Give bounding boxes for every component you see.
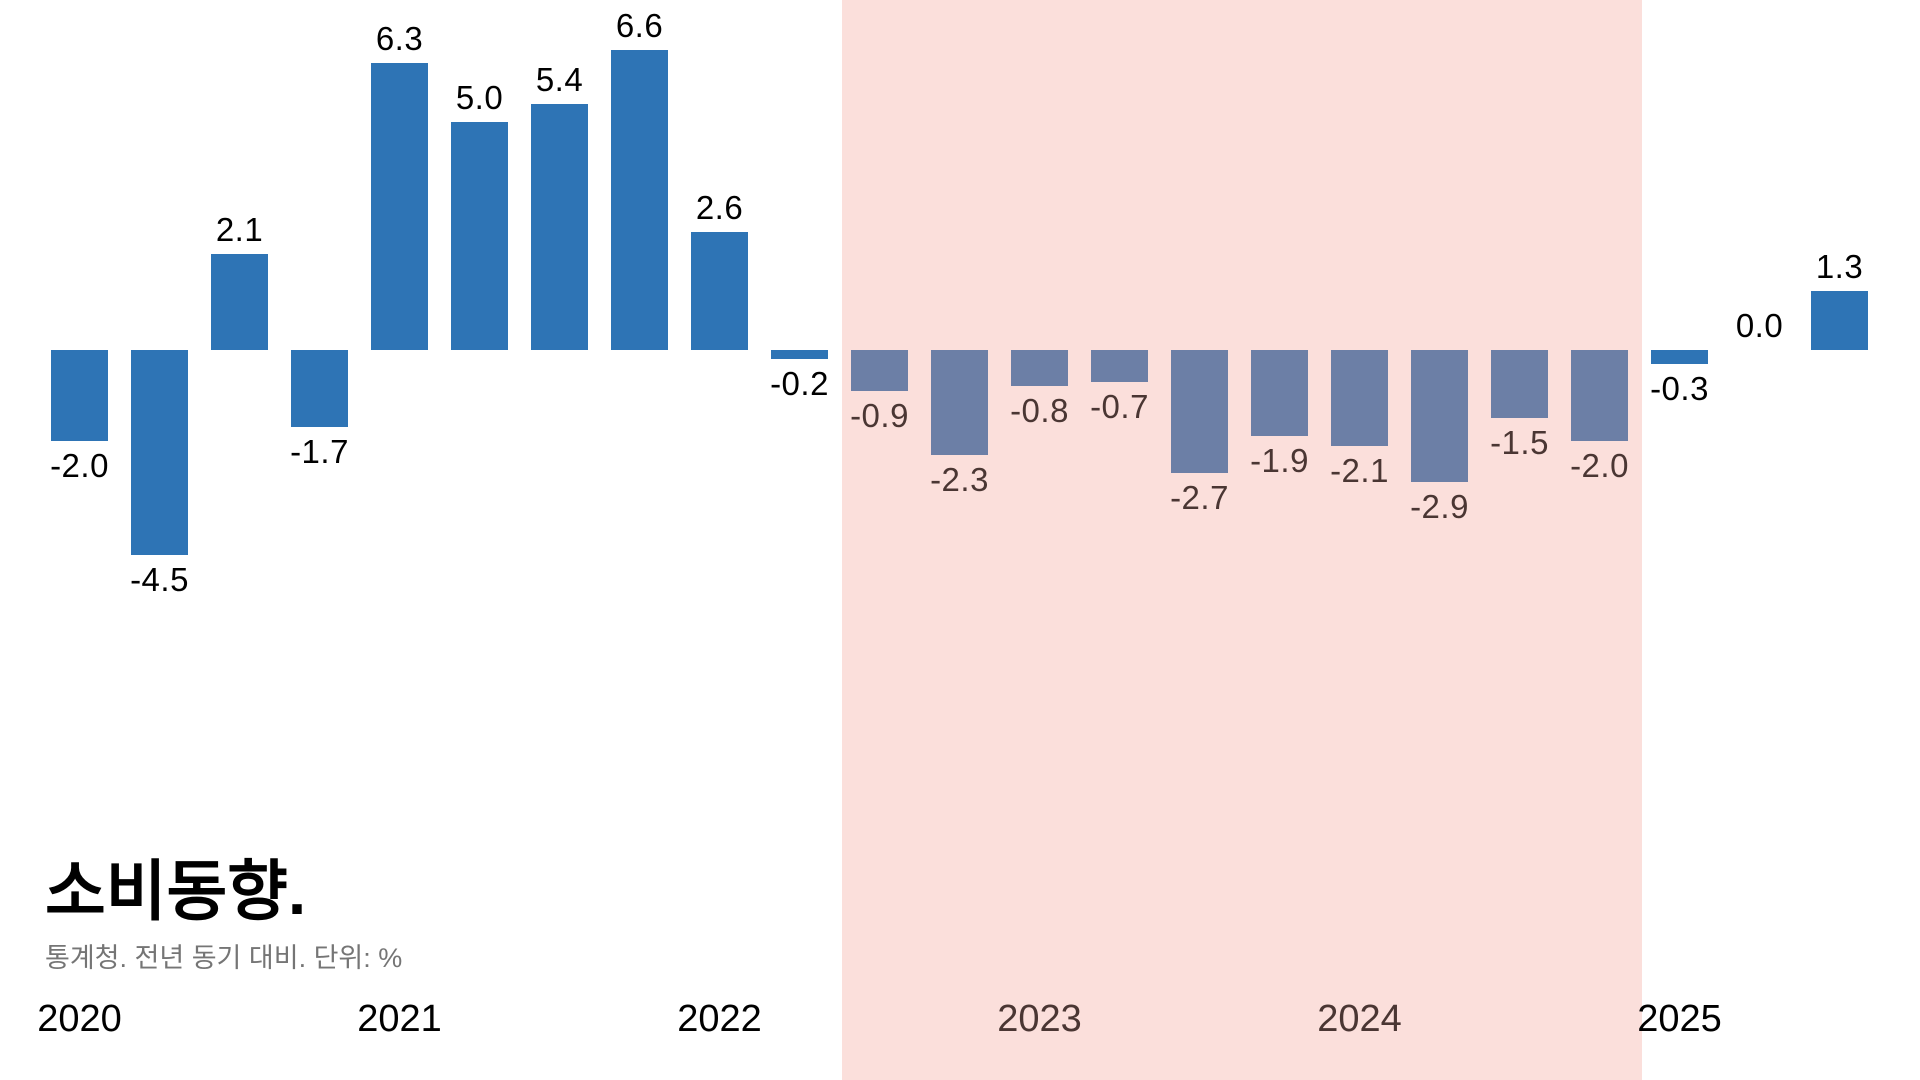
bar — [611, 50, 668, 350]
bar-value-label: 0.0 — [1735, 307, 1784, 344]
bar — [1091, 350, 1148, 382]
bar-value-label: -0.2 — [770, 365, 829, 402]
bar — [451, 122, 508, 350]
bar-value-label: 2.1 — [215, 211, 264, 248]
bar-value-label: -1.7 — [290, 433, 349, 470]
year-label: 2020 — [37, 998, 122, 1040]
highlight-band — [842, 0, 1642, 1080]
bar-value-label: -0.8 — [1010, 392, 1069, 429]
bar — [691, 232, 748, 350]
year-label: 2021 — [357, 998, 442, 1040]
bar — [1571, 350, 1628, 441]
bar-value-label: -2.0 — [1570, 447, 1629, 484]
bar — [771, 350, 828, 359]
year-label: 2022 — [677, 998, 762, 1040]
bar — [371, 63, 428, 350]
year-label: 2023 — [997, 998, 1082, 1040]
year-label: 2024 — [1317, 998, 1402, 1040]
bar — [931, 350, 988, 455]
year-label: 2025 — [1637, 998, 1722, 1040]
bar — [1411, 350, 1468, 482]
bar-value-label: 1.3 — [1815, 248, 1864, 285]
bar — [851, 350, 908, 391]
bar-value-label: -0.3 — [1650, 370, 1709, 407]
bar — [1331, 350, 1388, 446]
bar — [1011, 350, 1068, 386]
bar-value-label: -2.3 — [930, 461, 989, 498]
bar-value-label: 6.6 — [615, 7, 664, 44]
bar-value-label: -1.9 — [1250, 442, 1309, 479]
bar — [1651, 350, 1708, 364]
chart-title: 소비동향. — [45, 854, 307, 928]
bar-value-label: -1.5 — [1490, 424, 1549, 461]
bar — [211, 254, 268, 350]
bar-value-label: 6.3 — [375, 20, 424, 57]
bar-value-label: -2.7 — [1170, 479, 1229, 516]
bar — [291, 350, 348, 427]
bar — [1251, 350, 1308, 436]
bar-value-label: -4.5 — [130, 561, 189, 598]
bar-value-label: 5.0 — [455, 79, 504, 116]
bar-value-label: 2.6 — [695, 189, 744, 226]
bar — [1811, 291, 1868, 350]
bar-value-label: -2.0 — [50, 447, 109, 484]
bar-value-label: -0.9 — [850, 397, 909, 434]
chart-subtitle: 통계청. 전년 동기 대비. 단위: % — [45, 943, 403, 973]
bar-value-label: -0.7 — [1090, 388, 1149, 425]
bar — [1491, 350, 1548, 418]
bar — [531, 104, 588, 350]
bar — [131, 350, 188, 555]
bar-value-label: -2.9 — [1410, 488, 1469, 525]
bar — [51, 350, 108, 441]
bar — [1171, 350, 1228, 473]
bar-value-label: 5.4 — [535, 61, 584, 98]
bar-value-label: -2.1 — [1330, 452, 1389, 489]
